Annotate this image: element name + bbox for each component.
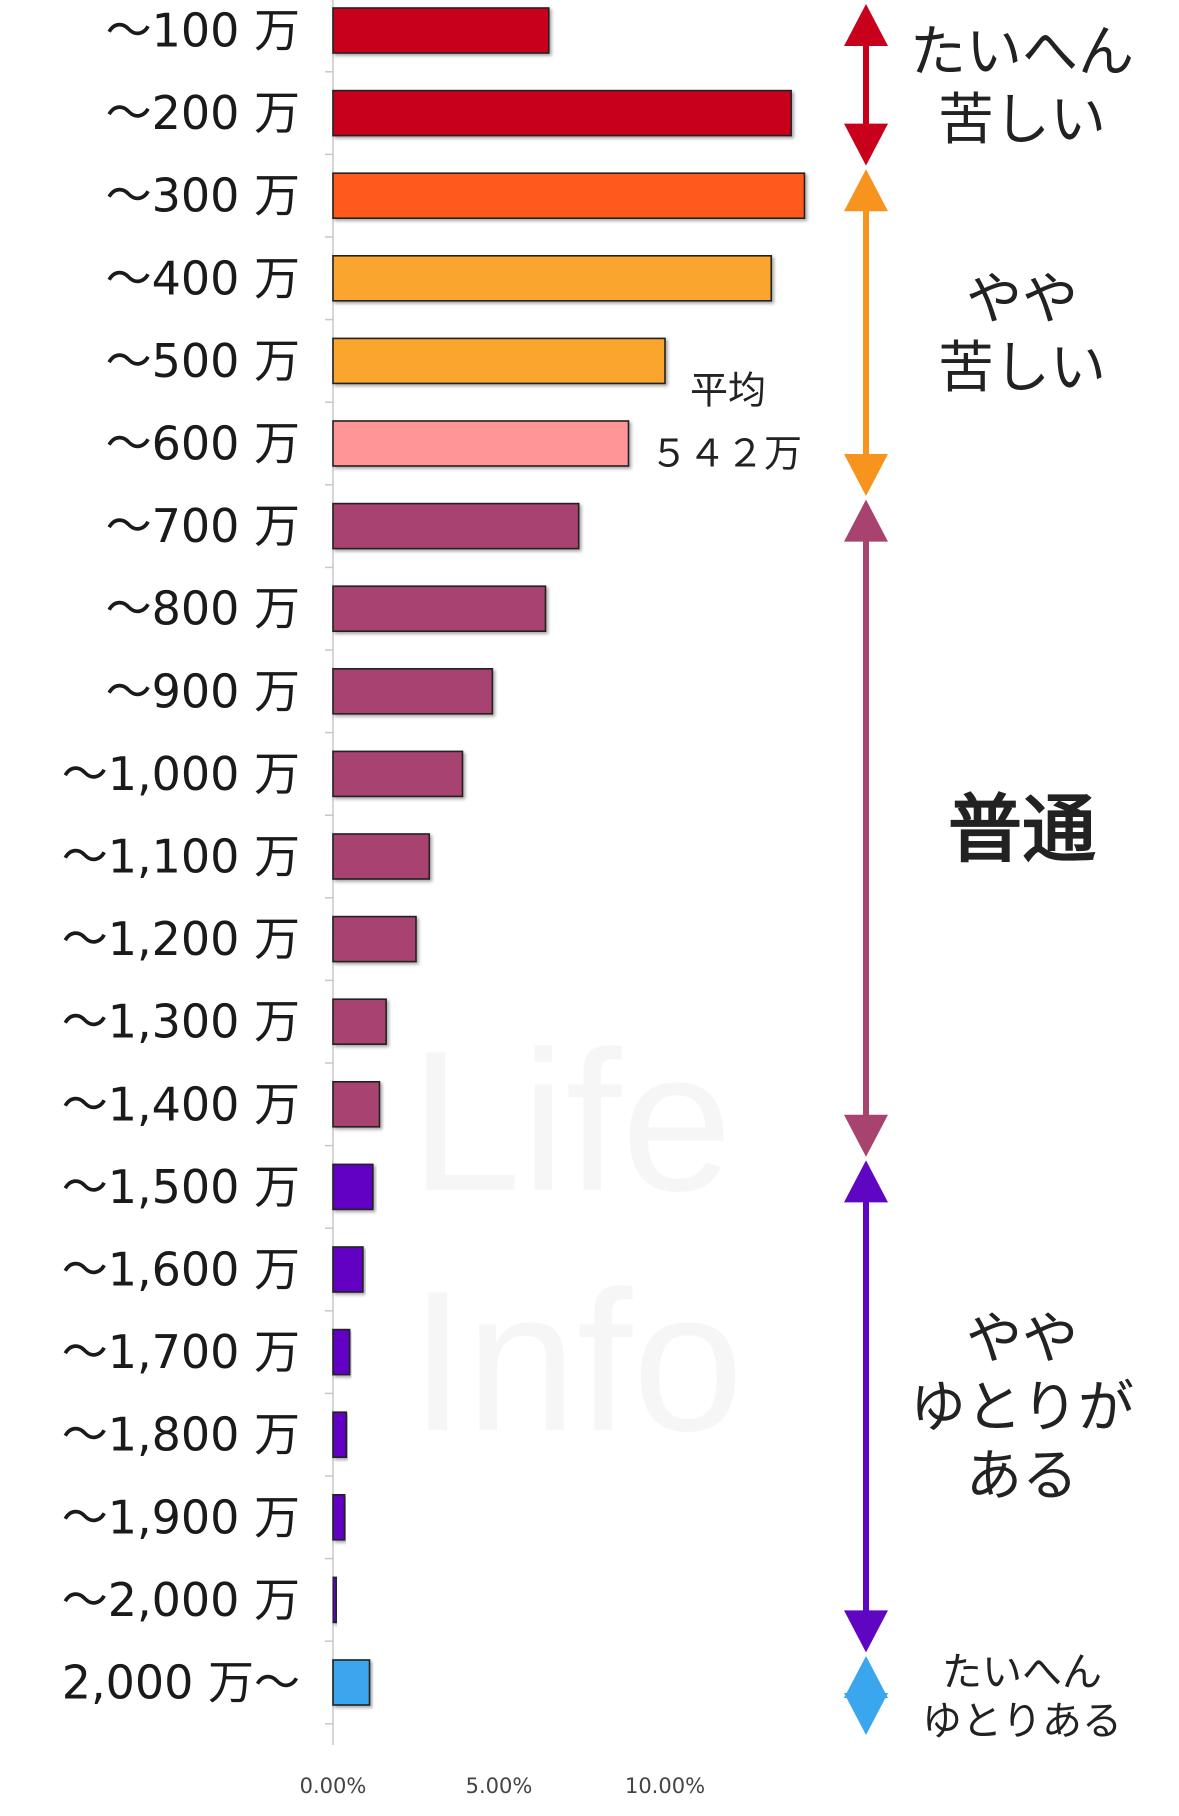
band-label: やや bbox=[966, 268, 1078, 333]
category-label: ～1,700 万 bbox=[62, 1325, 300, 1379]
category-label: ～800 万 bbox=[106, 582, 300, 636]
band-label: 苦しい bbox=[938, 88, 1106, 153]
x-tick-label: 5.00% bbox=[466, 1774, 533, 1798]
bar bbox=[332, 89, 792, 137]
band-label: ゆとりある bbox=[922, 1698, 1122, 1744]
category-label: ～1,600 万 bbox=[62, 1243, 300, 1297]
category-label: ～1,000 万 bbox=[62, 747, 300, 801]
bar bbox=[332, 1659, 371, 1706]
average-label-title: 平均 bbox=[690, 369, 766, 413]
band-arrow-head-up bbox=[844, 1656, 888, 1698]
bar bbox=[332, 1081, 381, 1128]
band-label: やや bbox=[966, 1307, 1078, 1372]
category-label: ～2,000 万 bbox=[62, 1573, 300, 1627]
band-label: 苦しい bbox=[938, 336, 1106, 401]
bar bbox=[332, 833, 431, 880]
bar bbox=[332, 1494, 346, 1541]
band-arrow-head-down bbox=[844, 1610, 888, 1653]
band-arrow-head-down bbox=[844, 454, 888, 496]
category-label: ～1,900 万 bbox=[62, 1490, 300, 1544]
average-label-value: ５４２万 bbox=[650, 432, 802, 476]
category-label: ～100 万 bbox=[106, 4, 300, 58]
bar bbox=[332, 585, 547, 633]
bar bbox=[332, 915, 417, 963]
x-tick-label: 10.00% bbox=[625, 1774, 705, 1798]
watermark-text: Info bbox=[410, 1250, 744, 1473]
level-band: 普通 bbox=[844, 499, 1096, 1157]
bar bbox=[332, 1163, 374, 1211]
category-label: ～900 万 bbox=[106, 664, 300, 718]
category-label: ～500 万 bbox=[106, 334, 300, 388]
category-label: 2,000 万～ bbox=[62, 1656, 300, 1710]
category-label: ～700 万 bbox=[106, 499, 300, 553]
bar bbox=[332, 667, 494, 715]
x-tick-labels: 0.00% 5.00% 10.00% bbox=[300, 1774, 705, 1798]
bar-series bbox=[332, 7, 806, 1706]
category-label: ～1,800 万 bbox=[62, 1408, 300, 1462]
band-arrow-head-down bbox=[844, 1114, 888, 1157]
bar bbox=[332, 7, 550, 54]
bar bbox=[332, 255, 773, 302]
category-label: ～1,400 万 bbox=[62, 1077, 300, 1131]
watermark-text: Life bbox=[410, 1010, 732, 1233]
bar bbox=[332, 1411, 348, 1458]
category-label: ～1,200 万 bbox=[62, 912, 300, 966]
category-label: ～400 万 bbox=[106, 251, 300, 305]
band-label: ある bbox=[966, 1444, 1078, 1509]
band-arrow-head-down bbox=[844, 123, 888, 166]
value-axis bbox=[325, 0, 334, 1745]
band-arrow-head-down bbox=[844, 1693, 888, 1735]
band-arrow-head-up bbox=[844, 499, 888, 542]
average-annotation: 平均 ５４２万 bbox=[650, 369, 802, 476]
bar bbox=[332, 1576, 338, 1624]
bar bbox=[332, 172, 806, 219]
band-arrow-head-up bbox=[844, 169, 888, 212]
bar bbox=[332, 998, 387, 1046]
category-labels: ～100 万 ～200 万 ～300 万 ～400 万 ～500 万 ～600 万 ～700… bbox=[62, 4, 300, 1710]
category-label: ～300 万 bbox=[106, 169, 300, 223]
band-arrow-head-up bbox=[844, 1160, 888, 1203]
bar bbox=[332, 1246, 364, 1293]
bar bbox=[332, 337, 666, 385]
band-arrow-head-up bbox=[844, 4, 888, 46]
category-label: ～1,500 万 bbox=[62, 1160, 300, 1214]
category-label: ～1,300 万 bbox=[62, 995, 300, 1049]
bar bbox=[332, 502, 580, 550]
category-label: ～600 万 bbox=[106, 417, 300, 471]
bar bbox=[332, 750, 464, 798]
bar bbox=[332, 420, 630, 467]
bar bbox=[332, 1328, 351, 1376]
band-label: 普通 bbox=[948, 787, 1096, 873]
x-tick-label: 0.00% bbox=[300, 1774, 367, 1798]
band-label: たいへん bbox=[942, 1650, 1102, 1696]
band-label: ゆとりが bbox=[910, 1376, 1134, 1441]
category-label: ～1,100 万 bbox=[62, 830, 300, 884]
category-label: ～200 万 bbox=[106, 86, 300, 140]
band-label: たいへん bbox=[910, 20, 1134, 85]
